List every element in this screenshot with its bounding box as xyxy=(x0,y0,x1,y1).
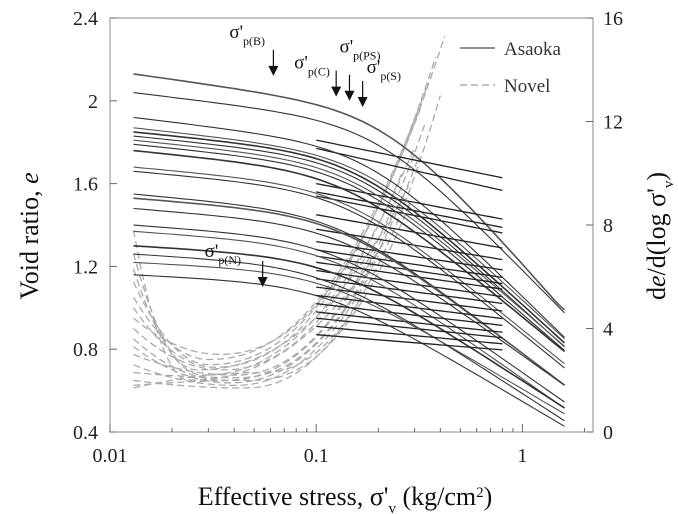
y-left-tick-label: 1.2 xyxy=(73,256,98,278)
novel-curve xyxy=(133,198,413,387)
asaoka-branch xyxy=(316,303,503,327)
annotation-symbol: σ' xyxy=(367,57,381,78)
novel-curve xyxy=(132,82,430,361)
novel-curve xyxy=(133,173,403,371)
annotation-label: σ'p(PS) xyxy=(339,37,380,63)
asaoka-branch xyxy=(316,228,503,261)
y-right-tick-label: 16 xyxy=(603,8,623,30)
x-axis-title-unit: (kg/cm xyxy=(396,482,476,511)
annotations: σ'p(B)σ'p(C)σ'p(PS)σ'p(S)σ'p(N) xyxy=(205,22,401,288)
novel-curve xyxy=(133,35,446,356)
y-right-axis-title-mid: /d(log σ' xyxy=(642,188,671,275)
y-left-tick-label: 2.4 xyxy=(73,8,98,30)
x-tick-label: 1 xyxy=(517,445,527,467)
x-axis-title: Effective stress, σ'v (kg/cm2) xyxy=(198,482,493,514)
asaoka-branch xyxy=(316,325,503,345)
asaoka-branch xyxy=(316,249,503,279)
asaoka-curve xyxy=(133,253,565,422)
novel-curve xyxy=(132,108,422,366)
annotation-subscript: p(S) xyxy=(380,69,401,83)
annotation-arrow-head xyxy=(344,90,355,101)
asaoka-branch xyxy=(316,147,503,192)
asaoka-curve xyxy=(133,143,565,351)
asaoka-branch xyxy=(316,139,503,179)
asaoka-branch xyxy=(316,261,503,290)
asaoka-curve xyxy=(133,127,565,340)
annotation-symbol: σ' xyxy=(229,22,243,43)
asaoka-curve xyxy=(133,245,565,409)
asaoka-curve xyxy=(133,139,565,347)
asaoka-branch xyxy=(316,195,503,234)
annotation-subscript: p(PS) xyxy=(353,49,380,63)
axes xyxy=(109,17,594,433)
y-left-tick-label: 1.6 xyxy=(73,174,98,196)
y-right-axis-title-e: e xyxy=(642,275,671,287)
asaoka-curve xyxy=(133,261,565,415)
asaoka-branch xyxy=(316,269,503,298)
asaoka-branch xyxy=(316,182,503,220)
annotation-arrow-head xyxy=(268,65,279,76)
y-right-tick-label: 12 xyxy=(603,112,623,134)
x-axis-title-main: Effective stress, σ' xyxy=(198,482,389,511)
x-tick-label: 0.01 xyxy=(93,445,128,467)
annotation-subscript: p(B) xyxy=(243,34,265,48)
asaoka-curve xyxy=(133,131,566,344)
annotation-subscript: p(N) xyxy=(218,253,241,267)
y-left-tick-label: 2 xyxy=(88,91,98,113)
annotation-arrow-head xyxy=(331,86,342,97)
asaoka-branch xyxy=(316,278,503,305)
x-axis-title-sub: v xyxy=(388,501,396,514)
y-right-axis-title-pre: d xyxy=(642,287,671,300)
asaoka-curve xyxy=(133,92,565,314)
asaoka-branch xyxy=(316,334,503,351)
legend-label-asaoka: Asaoka xyxy=(504,39,562,60)
legend: Asaoka Novel xyxy=(460,39,562,97)
y-left-axis-title-italic: e xyxy=(15,172,44,184)
asaoka-branch xyxy=(316,294,503,320)
novel-curve xyxy=(133,121,427,376)
y-right-axis-title-sub: v xyxy=(661,180,677,188)
y-left-tick-label: 0.4 xyxy=(73,422,98,444)
novel-curve xyxy=(132,230,388,381)
asaoka-branch xyxy=(316,240,503,271)
asaoka-curve xyxy=(133,149,566,353)
y-left-tick-label: 0.8 xyxy=(73,339,98,361)
novel-curve xyxy=(133,276,370,387)
asaoka-curve xyxy=(133,224,565,403)
asaoka-branch xyxy=(316,214,503,249)
annotation-arrow-head xyxy=(357,96,368,107)
y-left-axis-title: Void ratio, e xyxy=(15,172,44,299)
y-left-axis-title-main: Void ratio, xyxy=(15,184,44,300)
asaoka-branch xyxy=(316,286,503,312)
novel-curve xyxy=(133,302,359,389)
y-right-tick-label: 0 xyxy=(603,422,613,444)
asaoka-curve xyxy=(133,230,565,409)
asaoka-branch xyxy=(316,191,503,229)
novel-curve xyxy=(132,185,409,371)
asaoka-curve xyxy=(133,207,565,386)
annotation-label: σ'p(N) xyxy=(205,241,241,267)
y-right-axis-title: de/d(log σ'v) xyxy=(642,172,677,300)
y-right-axis-title-close: ) xyxy=(642,172,671,181)
tick-labels: 0.01 0.1 1 0.4 0.8 1.2 1.6 2 2.4 0 4 8 12 16 xyxy=(73,8,623,467)
annotation-label: σ'p(B) xyxy=(229,22,265,48)
asaoka-curve xyxy=(133,274,565,427)
annotation-arrow-head xyxy=(257,277,268,288)
x-axis-title-sup: 2 xyxy=(476,485,484,501)
asaoka-curve xyxy=(133,166,565,365)
legend-label-novel: Novel xyxy=(504,76,550,97)
annotation-symbol: σ' xyxy=(294,53,308,74)
x-axis-title-close: ) xyxy=(484,482,493,511)
annotation-label: σ'p(S) xyxy=(367,57,401,83)
annotation-subscript: p(C) xyxy=(308,65,330,79)
y-right-tick-label: 8 xyxy=(603,215,613,237)
asaoka-branch xyxy=(316,317,503,339)
x-tick-label: 0.1 xyxy=(304,445,329,467)
annotation-label: σ'p(C) xyxy=(294,53,330,79)
asaoka-series-group xyxy=(133,73,566,427)
annotation-symbol: σ' xyxy=(205,241,219,262)
annotation-symbol: σ' xyxy=(339,37,353,58)
y-right-tick-label: 4 xyxy=(603,319,613,341)
